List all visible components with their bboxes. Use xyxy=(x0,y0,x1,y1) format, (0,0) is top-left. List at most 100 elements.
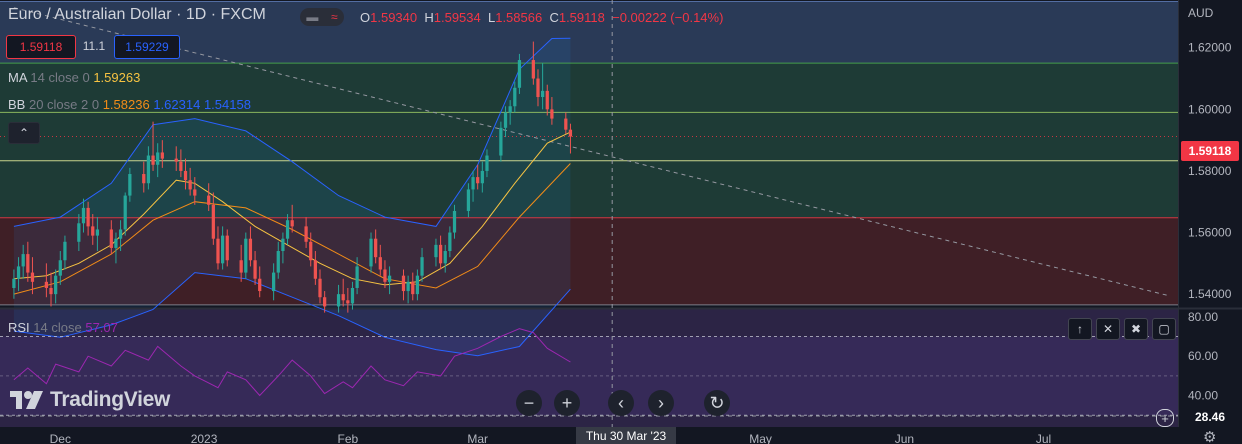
low-key: L xyxy=(487,10,496,25)
time-tick-label-0: Dec xyxy=(50,432,71,444)
legend-collapse-button[interactable]: ⌃ xyxy=(8,122,40,144)
rsi-tick-label-2: 40.00 xyxy=(1188,389,1218,403)
tradingview-logo-mark xyxy=(10,391,43,409)
eye-icon[interactable]: ▬ xyxy=(306,10,319,24)
pane-move-up-button[interactable]: ↑ xyxy=(1068,318,1092,340)
candle-body-11 xyxy=(81,207,86,224)
candle-body-45 xyxy=(304,226,308,242)
add-indicator-button[interactable]: + xyxy=(1156,409,1174,427)
candle-body-26 xyxy=(179,161,183,171)
close-value: 1.59118 xyxy=(558,10,605,25)
collapse-icon: ✖ xyxy=(1130,322,1142,336)
candle-body-49 xyxy=(323,297,327,307)
bb-background-fill xyxy=(13,38,571,356)
candle-body-63 xyxy=(415,275,420,295)
tradingview-logo[interactable]: TradingView xyxy=(10,388,170,412)
candle-body-14 xyxy=(95,229,100,236)
ma-legend[interactable]: MA 14 close 0 1.59263 xyxy=(8,70,140,85)
candle-body-46 xyxy=(309,241,313,261)
candle-body-60 xyxy=(401,275,406,292)
close-key: C xyxy=(549,10,559,25)
candle-body-56 xyxy=(374,238,378,258)
ohlc-values: O1.59340 H1.59534 L1.58566 C1.59118 −0.0… xyxy=(360,10,723,25)
candle-body-64 xyxy=(420,257,424,276)
time-tick-label-5: Jun xyxy=(895,432,914,444)
high-key: H xyxy=(424,10,434,25)
candle-body-7 xyxy=(54,275,58,295)
visibility-pill[interactable]: ▬ ≈ xyxy=(300,8,344,26)
candle-body-48 xyxy=(318,278,322,298)
candle-body-54 xyxy=(355,266,359,288)
candle-body-38 xyxy=(253,260,257,279)
price-tick-label-0: 1.62000 xyxy=(1188,41,1232,55)
settings-button[interactable]: ⚙ xyxy=(1203,428,1216,444)
last-price-label: 1.59118 xyxy=(1181,141,1239,161)
pane-close-button[interactable]: ✕ xyxy=(1096,318,1120,340)
bb-lower-value: 1.54158 xyxy=(203,97,251,112)
candle-body-3 xyxy=(26,254,30,273)
candle-body-21 xyxy=(146,155,151,184)
candle-body-12 xyxy=(86,207,90,227)
candle-body-62 xyxy=(411,281,415,295)
zoom-in-button[interactable]: + xyxy=(554,390,580,416)
candle-body-86 xyxy=(568,129,573,137)
time-tick-label-6: Jul xyxy=(1036,432,1051,444)
price-tick-label-2: 1.58000 xyxy=(1188,164,1232,178)
buy-button[interactable]: 1.59229 xyxy=(114,35,180,59)
ma-value: 1.59263 xyxy=(93,70,141,85)
spread-value: 11.1 xyxy=(82,39,106,53)
rsi-legend[interactable]: RSI 14 close 57.07 xyxy=(8,320,118,335)
candle-body-85 xyxy=(564,118,568,130)
zoom-out-button[interactable]: − xyxy=(516,390,542,416)
pane-fullscreen-button[interactable]: ▢ xyxy=(1152,318,1176,340)
bb-upper-value: 1.62314 xyxy=(153,97,201,112)
close-icon: ✕ xyxy=(1102,322,1114,336)
open-key: O xyxy=(360,10,371,25)
bb-basis-value: 1.58236 xyxy=(102,97,150,112)
candle-body-73 xyxy=(480,170,484,184)
sell-button[interactable]: 1.59118 xyxy=(6,35,76,59)
candle-body-23 xyxy=(156,152,160,165)
chevron-right-icon: › xyxy=(658,392,664,413)
candle-body-77 xyxy=(508,106,512,113)
candle-body-29 xyxy=(193,189,197,196)
arrow-up-icon: ↑ xyxy=(1077,322,1083,336)
waves-icon[interactable]: ≈ xyxy=(331,10,338,24)
pane-collapse-button[interactable]: ✖ xyxy=(1124,318,1148,340)
reset-chart-button[interactable]: ↻ xyxy=(704,390,730,416)
bb-upper-line xyxy=(13,37,571,227)
time-tick-label-2: Feb xyxy=(337,432,358,444)
bb-legend[interactable]: BB 20 close 2 0 1.58236 1.62314 1.54158 xyxy=(8,97,251,112)
candle-body-9 xyxy=(63,241,67,261)
scroll-right-button[interactable]: › xyxy=(648,390,674,416)
change-value: −0.00222 (−0.14%) xyxy=(612,10,724,25)
candle-body-78 xyxy=(513,87,517,107)
symbol-title[interactable]: Euro / Australian Dollar · 1D · FXCM xyxy=(8,6,266,23)
scroll-left-button[interactable]: ‹ xyxy=(608,390,634,416)
rsi-value: 57.07 xyxy=(85,320,118,335)
candle-body-50 xyxy=(336,294,341,307)
bb-lower-line xyxy=(13,272,571,357)
candle-body-61 xyxy=(406,281,410,292)
candle-body-57 xyxy=(378,257,382,270)
candle-body-8 xyxy=(58,260,62,276)
candle-body-43 xyxy=(285,220,290,239)
candle-body-71 xyxy=(471,177,475,190)
candle-body-55 xyxy=(369,238,373,267)
currency-label[interactable]: AUD xyxy=(1188,6,1214,20)
candle-body-84 xyxy=(550,109,554,119)
bb-name: BB xyxy=(8,97,26,112)
candle-body-39 xyxy=(258,278,262,292)
candle-body-65 xyxy=(434,244,438,258)
symbol-header: Euro / Australian Dollar · 1D · FXCM xyxy=(8,6,266,24)
candle-body-28 xyxy=(188,180,192,190)
candle-body-0 xyxy=(12,278,16,288)
candle-body-82 xyxy=(540,90,545,98)
ma-params: 14 close 0 xyxy=(30,70,90,85)
candle-body-79 xyxy=(517,60,522,88)
candle-body-15 xyxy=(109,229,113,248)
crosshair-date-label: Thu 30 Mar '23 xyxy=(576,427,676,444)
candle-body-32 xyxy=(216,238,220,264)
